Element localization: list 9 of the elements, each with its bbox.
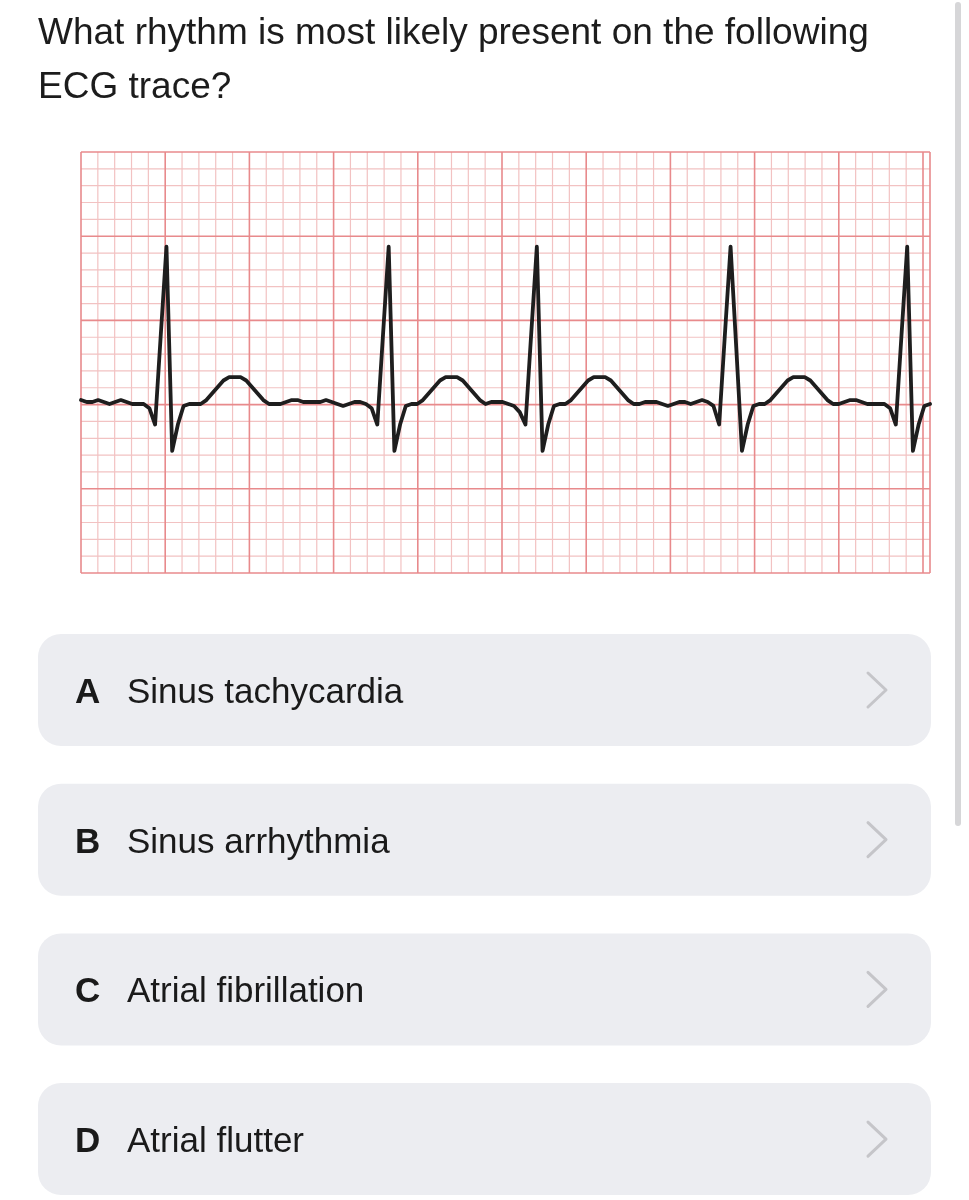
text: Sinus tachycardia [127, 671, 404, 710]
chart-title: What rhythm is most likely present on the following ECG trace? [38, 11, 869, 106]
text: C [75, 970, 101, 1010]
text: D [75, 1120, 101, 1160]
text: Atrial fibrillation [127, 970, 365, 1010]
text: A [75, 671, 101, 710]
text: Atrial flutter [127, 1120, 305, 1160]
text: B [75, 820, 101, 860]
text: Sinus arrhythmia [127, 820, 391, 860]
